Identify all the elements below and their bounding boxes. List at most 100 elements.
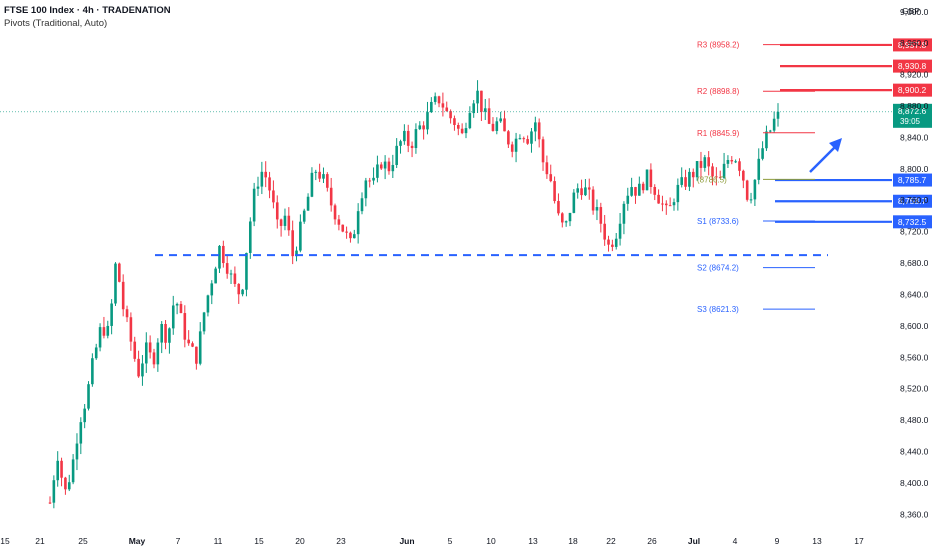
candle-body xyxy=(160,323,164,343)
candle-body xyxy=(222,245,225,264)
currency-label[interactable]: GBP xyxy=(902,6,920,16)
candle-body xyxy=(406,130,410,146)
x-tick-label: 15 xyxy=(254,536,264,546)
x-tick-label: 15 xyxy=(0,536,10,546)
candle-body xyxy=(114,263,117,304)
price-levels: 8,957.8 8,930.8 8,900.2 8,785.7 8,758.7 8,732… xyxy=(0,38,932,257)
candle-body xyxy=(645,169,649,191)
pivot-label-r3: R3 (8958.2) xyxy=(697,41,740,50)
candle-body xyxy=(248,221,252,253)
pivot-label-r1: R1 (8845.9) xyxy=(697,129,740,138)
y-tick-label: 8,640.0 xyxy=(900,289,929,299)
candles xyxy=(48,80,780,509)
y-tick-label: 8,760.0 xyxy=(900,195,929,205)
candle-body xyxy=(283,215,287,226)
resistance-tag-label: 8,900.2 xyxy=(898,85,927,95)
x-tick-label: Jul xyxy=(688,536,700,546)
candle-body xyxy=(742,170,745,181)
candle-body xyxy=(584,187,587,196)
y-axis: 8,360.0 8,400.0 8,440.0 8,480.0 8,520.0 8,560… xyxy=(900,7,929,520)
y-tick-label: 8,560.0 xyxy=(900,352,929,362)
candle-body xyxy=(580,188,583,196)
candle-body xyxy=(491,123,495,131)
candle-body xyxy=(445,107,449,112)
candle-body xyxy=(564,221,568,223)
x-axis: 15 21 25 May 7 11 15 20 23 Jun 5 10 13 18 22 26 Jul 4 9 13 1… xyxy=(0,536,864,546)
indicator-label: Pivots (Traditional, Auto) xyxy=(4,18,108,29)
candle-body xyxy=(195,346,198,364)
candle-body xyxy=(476,90,479,104)
candle-body xyxy=(453,118,456,126)
candle-body xyxy=(591,189,595,211)
candle-body xyxy=(403,130,406,142)
candle-body xyxy=(302,210,306,222)
candle-body xyxy=(118,263,121,282)
candle-body xyxy=(225,263,229,274)
x-tick-label: 11 xyxy=(214,536,223,546)
y-tick-label: 8,600.0 xyxy=(900,321,929,331)
candle-body xyxy=(514,138,518,152)
candle-body xyxy=(414,129,418,149)
candle-body xyxy=(233,273,237,284)
candle-body xyxy=(152,352,156,365)
x-tick-label: Jun xyxy=(399,536,414,546)
candle-body xyxy=(268,177,271,191)
countdown-label: 39:05 xyxy=(900,117,921,126)
support-tag xyxy=(893,173,932,187)
candle-body xyxy=(483,108,487,112)
candle-body xyxy=(757,158,761,180)
candle-body xyxy=(418,125,422,130)
support-tag xyxy=(893,215,932,229)
support-tag xyxy=(893,194,932,208)
last-price-label: 8,872.6 xyxy=(898,106,927,116)
x-tick-label: 13 xyxy=(528,536,538,546)
candle-body xyxy=(641,183,645,191)
candle-body xyxy=(218,245,221,269)
y-tick-label: 8,720.0 xyxy=(900,227,929,237)
candle-body xyxy=(499,118,502,122)
candle-body xyxy=(94,347,98,359)
candle-body xyxy=(264,171,268,178)
candle-body xyxy=(449,111,452,119)
candle-body xyxy=(626,195,630,204)
x-tick-label: 18 xyxy=(568,536,578,546)
y-tick-label: 8,400.0 xyxy=(900,478,929,488)
support-tag-label: 8,785.7 xyxy=(898,175,927,185)
candle-body xyxy=(129,317,133,342)
candle-body xyxy=(487,108,491,124)
candle-body xyxy=(191,343,194,347)
candle-body xyxy=(399,141,402,146)
candle-body xyxy=(607,239,610,245)
candle-body xyxy=(67,482,71,490)
candle-body xyxy=(718,177,722,179)
candle-body xyxy=(676,184,680,203)
candle-body xyxy=(395,145,398,165)
y-tick-label: 9,000.0 xyxy=(900,7,929,17)
candle-body xyxy=(60,460,63,478)
x-tick-label: 25 xyxy=(78,536,88,546)
candle-body xyxy=(175,303,179,306)
candle-body xyxy=(256,186,260,189)
candle-body xyxy=(603,223,606,240)
candle-body xyxy=(560,213,564,223)
candle-body xyxy=(441,103,445,108)
candle-body xyxy=(372,177,375,181)
up-arrow-icon xyxy=(809,143,839,173)
y-tick-label: 8,680.0 xyxy=(900,258,929,268)
candle-body xyxy=(668,205,672,207)
x-tick-label: 4 xyxy=(733,536,738,546)
candle-body xyxy=(576,188,580,193)
candle-body xyxy=(106,325,110,336)
candle-body xyxy=(98,327,102,348)
x-tick-label: 22 xyxy=(606,536,616,546)
candle-body xyxy=(630,187,633,196)
candle-body xyxy=(587,187,591,190)
candle-body xyxy=(534,122,537,132)
candle-body xyxy=(156,342,160,365)
candle-body xyxy=(306,196,310,211)
candle-body xyxy=(102,327,106,336)
resistance-tag xyxy=(893,83,932,97)
candle-body xyxy=(125,309,129,318)
candle-body xyxy=(661,203,664,205)
